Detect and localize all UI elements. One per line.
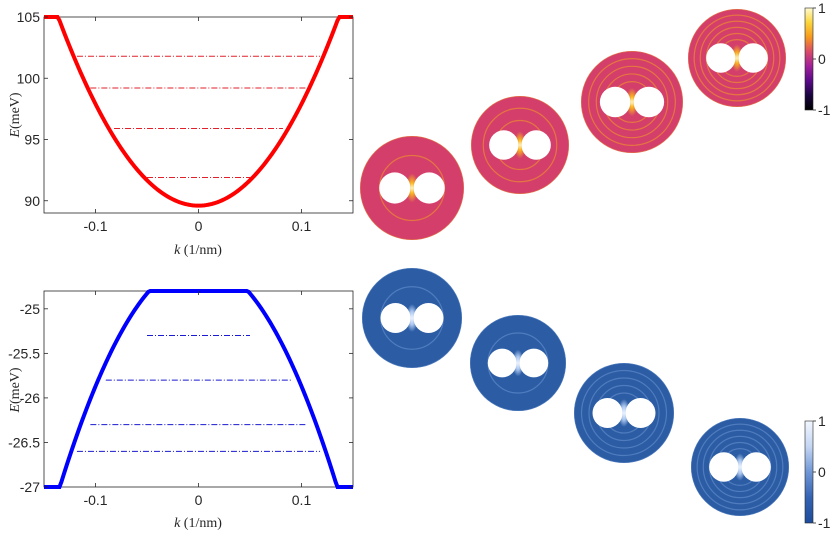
top-y-tick-label-1: 90 (24, 193, 40, 209)
bottom-x-tick-label-3: 0.1 (292, 492, 312, 508)
top-mode-map-1-center-spot (405, 173, 419, 203)
top-mode-map-2-ring-2 (482, 107, 558, 183)
top-mode-map-2-left-hole (489, 130, 519, 160)
top-colorbar-tick-label-2: 0 (818, 51, 826, 67)
top-y-tick-label-2: 95 (24, 132, 40, 148)
bottom-mode-map-1 (362, 268, 462, 368)
top-x-ticks: -0.1 0 0.1 (83, 17, 311, 234)
top-colorbar-tick-label-3: -1 (818, 102, 831, 118)
top-colorbar-tick-label-1: 1 (818, 0, 826, 16)
top-mode-map-4-ring-4 (699, 20, 775, 96)
top-x-tick-label-1: -0.1 (83, 218, 107, 234)
bottom-colorbar-ticks: 1 0 -1 (813, 413, 831, 531)
top-x-axis-label: k (1/nm) (174, 243, 222, 258)
bottom-plot-frame (43, 290, 354, 488)
bottom-mode-map-4-right-hole (741, 452, 771, 482)
bottom-mode-map-3-center-spot (618, 399, 630, 427)
top-mode-map-2-center-spot (514, 131, 526, 159)
bottom-mode-map-4-center-spot (734, 453, 746, 481)
bottom-y-ticks: -25 -25.5 -26 -26.5 -27 (8, 301, 353, 495)
bottom-mode-map-4-left-hole (709, 452, 739, 482)
bottom-mode-map-2-center-spot (512, 349, 524, 377)
top-energy-levels (76, 55, 321, 178)
bottom-colorbar-tick-label-1: 1 (818, 413, 826, 429)
top-mode-map-3 (581, 51, 683, 153)
top-y-tick-label-4: 105 (17, 9, 41, 25)
bottom-x-tick-label-1: -0.1 (83, 492, 107, 508)
bottom-mode-map-3 (574, 363, 674, 463)
bottom-y-tick-label-1: -25 (20, 301, 40, 317)
top-mode-map-2-right-hole (521, 130, 551, 160)
top-mode-map-1 (360, 136, 464, 240)
top-y-axis-label: E(meV) (8, 92, 23, 138)
bottom-mode-map-2 (470, 315, 566, 411)
top-mode-map-4 (688, 9, 786, 107)
top-colorbar-bar (804, 7, 814, 111)
bottom-mode-map-1-left-hole (380, 303, 411, 333)
bottom-mode-map-3-right-hole (625, 398, 656, 428)
top-mode-map-1-right-hole (413, 172, 445, 204)
bottom-y-axis-label: E(meV) (8, 367, 23, 413)
top-mode-maps (360, 9, 786, 240)
top-panel: 90 95 100 105 -0.1 0 0.1 k (1/nm) E(meV) (8, 9, 354, 258)
top-colorbar: 1 0 -1 (804, 0, 831, 118)
bottom-mode-map-2-left-hole (487, 348, 517, 378)
bottom-colorbar-tick-label-3: -1 (818, 515, 831, 531)
top-mode-map-4-right-hole (738, 43, 768, 73)
top-x-tick-label-2: 0 (195, 218, 203, 234)
bottom-mode-maps (362, 268, 789, 516)
bottom-energy-levels (76, 335, 321, 452)
top-y-ticks: 90 95 100 105 (17, 9, 353, 209)
top-x-tick-label-3: 0.1 (292, 218, 312, 234)
bottom-y-tick-label-2: -25.5 (8, 345, 40, 361)
bottom-mode-map-2-right-hole (519, 348, 549, 378)
bottom-y-tick-label-5: -27 (20, 479, 40, 495)
top-mode-map-4-left-hole (706, 43, 736, 73)
bottom-mode-map-1-center-spot (406, 304, 418, 332)
bottom-colorbar-tick-label-2: 0 (818, 464, 826, 480)
top-mode-map-3-left-hole (599, 86, 631, 118)
top-plot-frame (43, 16, 354, 214)
bottom-colorbar-bar (804, 420, 814, 524)
top-mode-map-4-center-spot (731, 44, 743, 72)
bottom-colorbar: 1 0 -1 (804, 413, 831, 531)
bottom-mode-map-3-ring-4 (580, 369, 668, 457)
bottom-y-tick-label-3: -26 (20, 390, 40, 406)
bottom-mode-map-4-ring-5 (696, 423, 784, 511)
bottom-mode-map-4-ring-4 (702, 429, 778, 505)
bottom-x-ticks: -0.1 0 0.1 (83, 291, 311, 508)
top-mode-map-1-left-hole (379, 172, 411, 204)
bottom-x-tick-label-2: 0 (195, 492, 203, 508)
top-mode-map-4-ring-5 (693, 14, 781, 102)
top-mode-map-3-right-hole (633, 86, 665, 118)
top-mode-map-3-ring-3 (595, 65, 669, 139)
top-colorbar-ticks: 1 0 -1 (813, 0, 831, 118)
top-mode-map-2 (471, 96, 569, 194)
bottom-mode-map-3-ring-3 (588, 377, 660, 449)
top-mode-map-3-ring-4 (588, 58, 676, 146)
top-mode-map-3-center-spot (625, 87, 639, 117)
bottom-mode-map-1-right-hole (413, 303, 444, 333)
bottom-mode-map-3-left-hole (592, 398, 623, 428)
top-dispersion-curve (44, 15, 353, 208)
bottom-panel: -25 -25.5 -26 -26.5 -27 -0.1 0 0.1 k (1/nm) E(… (8, 289, 354, 531)
bottom-y-tick-label-4: -26.5 (8, 434, 40, 450)
top-y-tick-label-3: 100 (17, 70, 41, 86)
bottom-mode-map-4 (691, 418, 789, 516)
bottom-x-axis-label: k (1/nm) (174, 516, 222, 531)
